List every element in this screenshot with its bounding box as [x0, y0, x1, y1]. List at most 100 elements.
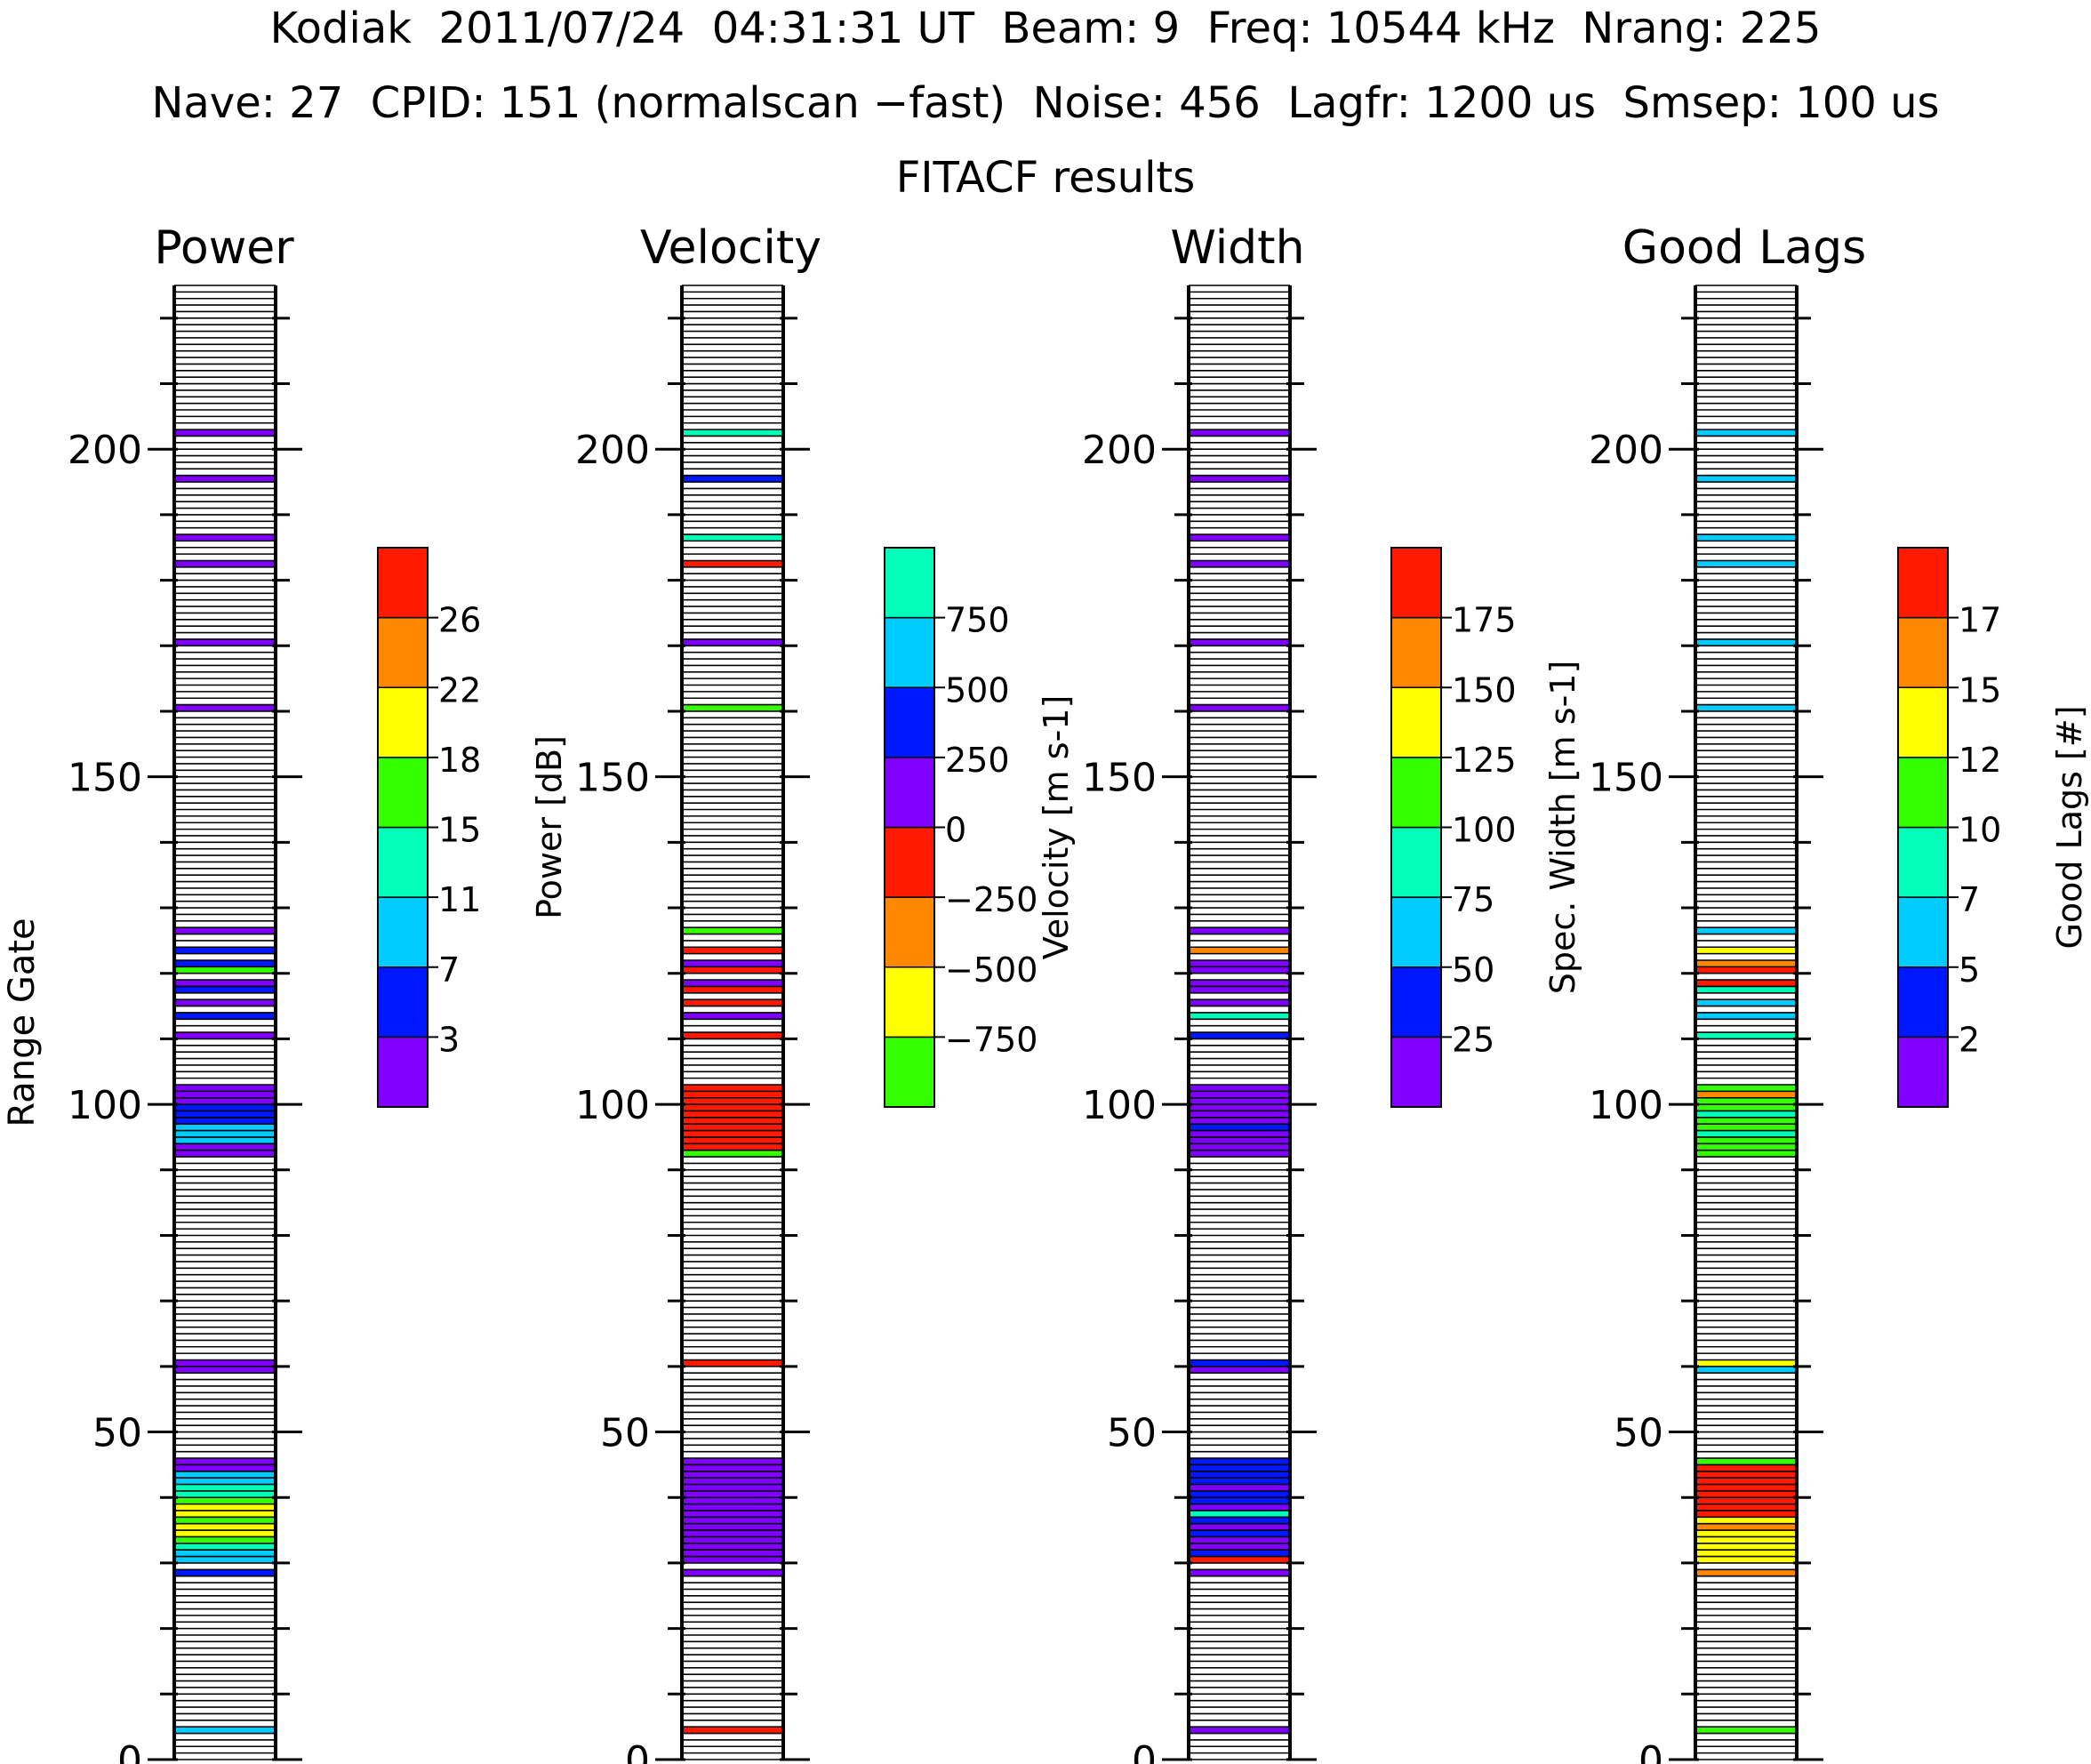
colorbar-swatch: [1390, 757, 1442, 829]
y-tick-label: 0: [1132, 1738, 1157, 1764]
colorbar-tick-label: 2: [1959, 1020, 1980, 1059]
colorbar-swatch: [1390, 826, 1442, 898]
gate-cell: [682, 1530, 783, 1537]
panel-width: Width 0 50 100 150 200 25 50 75 100 125 150 175 Spec.…: [1082, 221, 1582, 1764]
gate-cell: [174, 1530, 276, 1537]
colorbar-swatch: [377, 966, 429, 1038]
gate-cell: [174, 1517, 276, 1524]
gate-cell: [1189, 1104, 1290, 1111]
gate-cell: [1695, 1556, 1797, 1563]
gate-cell: [174, 1727, 276, 1734]
gate-cell: [1189, 1503, 1290, 1511]
gate-cell: [1189, 1530, 1290, 1537]
gate-cell: [682, 986, 783, 993]
colorbar-tick-label: 18: [438, 741, 481, 780]
gate-cell: [682, 1536, 783, 1544]
colorbar-tick-label: 26: [438, 601, 481, 640]
gate-cell: [1695, 1569, 1797, 1576]
gate-cell: [174, 1490, 276, 1498]
gate-cell: [1695, 1117, 1797, 1125]
gate-cell: [1695, 1104, 1797, 1111]
gate-cell: [174, 1484, 276, 1491]
y-tick-label: 200: [575, 428, 650, 473]
gate-cell: [174, 1543, 276, 1551]
gate-cell: [1189, 1130, 1290, 1137]
gate-cell: [682, 1130, 783, 1137]
colorbar: 2 5 7 10 12 15 17 Good Lags [#]: [1897, 547, 2089, 1108]
gate-cell: [1695, 1150, 1797, 1158]
gate-cell: [1189, 1471, 1290, 1479]
gate-cell: [1695, 1091, 1797, 1098]
y-tick-label: 200: [68, 428, 142, 473]
header-results-line: FITACF results: [895, 153, 1196, 203]
colorbar-tick-label: 50: [1452, 950, 1494, 990]
gate-cell: [1189, 1510, 1290, 1518]
gate-cell: [174, 1085, 276, 1092]
gate-cell: [1189, 1490, 1290, 1498]
gate-cell: [1189, 534, 1290, 541]
gate-cell: [1695, 1523, 1797, 1531]
colorbar-tick-label: −750: [945, 1020, 1037, 1059]
gate-cell: [1189, 1727, 1290, 1734]
gate-cell: [682, 1543, 783, 1551]
gate-cell: [1695, 959, 1797, 967]
gate-cell: [1189, 966, 1290, 974]
gate-cell: [174, 429, 276, 437]
gate-cell: [1695, 1124, 1797, 1131]
y-tick-label: 100: [1082, 1083, 1157, 1128]
colorbar-tick-label: 17: [1959, 601, 2001, 640]
colorbar-swatch: [884, 757, 935, 829]
gate-cell: [682, 1484, 783, 1491]
gate-cell: [1695, 980, 1797, 987]
gate-cell: [682, 959, 783, 967]
gate-cell: [174, 704, 276, 711]
colorbar-label: Power [dB]: [530, 735, 569, 919]
gate-cell: [174, 986, 276, 993]
gate-cell: [1695, 1464, 1797, 1471]
gate-cell: [1189, 1517, 1290, 1524]
colorbar-tick-label: 175: [1452, 601, 1517, 640]
gate-cell: [174, 1471, 276, 1479]
y-tick-label: 200: [1589, 428, 1663, 473]
gate-cell: [174, 1104, 276, 1111]
gate-cell: [174, 1012, 276, 1020]
colorbar-swatch: [1897, 757, 1949, 829]
colorbar-swatch: [884, 1036, 935, 1108]
gate-cell: [1189, 1032, 1290, 1039]
panel-good-lags: Good Lags 0 50 100 150 200 2 5 7 10 12 15 17 Good Lag…: [1589, 221, 2089, 1764]
y-tick-label: 150: [68, 756, 142, 801]
colorbar-swatch: [1390, 686, 1442, 758]
colorbar-tick-label: 3: [438, 1020, 460, 1059]
colorbar-swatch: [1390, 616, 1442, 688]
gate-cell: [682, 947, 783, 954]
gate-cell: [1695, 1136, 1797, 1144]
colorbar-swatch: [377, 896, 429, 968]
colorbar-tick-label: 5: [1959, 950, 1980, 990]
colorbar-swatch: [1897, 616, 1949, 688]
gate-cell: [682, 1091, 783, 1098]
gate-cell: [1695, 560, 1797, 567]
colorbar-tick-label: 0: [945, 811, 966, 850]
colorbar-swatch: [1390, 1036, 1442, 1108]
gate-cell: [1189, 475, 1290, 483]
gate-cell: [1695, 1497, 1797, 1504]
gate-cell: [682, 1510, 783, 1518]
colorbar: 25 50 75 100 125 150 175 Spec. Width [m s-1]: [1390, 547, 1582, 1108]
gate-cell: [1189, 947, 1290, 954]
gate-cell: [1189, 1569, 1290, 1576]
gate-cell: [1695, 1012, 1797, 1020]
gate-cell: [1189, 1550, 1290, 1557]
colorbar-swatch: [884, 826, 935, 898]
colorbar-swatch: [884, 547, 935, 619]
gate-cell: [174, 1032, 276, 1039]
gate-cell: [1189, 1359, 1290, 1367]
colorbar-swatch: [1897, 896, 1949, 968]
gate-cell: [1695, 1490, 1797, 1498]
gate-cell: [1695, 966, 1797, 974]
gate-cell: [1189, 1117, 1290, 1125]
gate-cell: [682, 1097, 783, 1105]
gate-cell: [682, 1117, 783, 1125]
gate-cell: [1695, 1359, 1797, 1367]
colorbar-tick-label: 7: [438, 950, 460, 990]
